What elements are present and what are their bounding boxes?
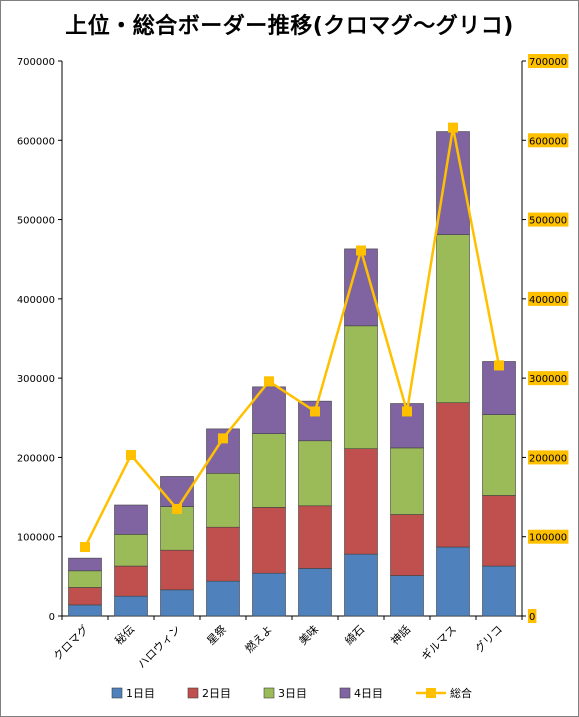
- y-tick-label-right: 400000: [529, 295, 567, 306]
- bar-segment: [298, 568, 332, 617]
- x-category-label: 燃えよ: [242, 622, 275, 655]
- bar-segment: [206, 580, 240, 617]
- y-tick-label-right-bg: [528, 609, 537, 623]
- line-marker: [264, 376, 274, 387]
- bar-segment: [436, 546, 470, 617]
- x-category-label: クロマグ: [50, 622, 91, 663]
- legend-label: 総合: [450, 686, 472, 700]
- legend-label: 4日目: [354, 687, 383, 700]
- y-tick-label-right: 0: [529, 612, 535, 623]
- bar-segment: [436, 402, 470, 548]
- y-tick-label-left: 400000: [17, 295, 55, 306]
- bar-segment: [114, 565, 148, 597]
- x-category-label: 星祭: [204, 623, 229, 648]
- bar-segment: [390, 514, 424, 576]
- legend-marker: [426, 688, 436, 698]
- bar-segment: [344, 325, 378, 450]
- y-tick-label-left: 100000: [17, 533, 55, 544]
- bar-segment: [206, 526, 240, 582]
- y-tick-label-right-bg: [528, 450, 569, 465]
- bar-segment: [252, 433, 286, 508]
- x-category-label: グリコ: [472, 622, 505, 655]
- x-category-label: 綺石: [342, 623, 367, 648]
- line-marker: [448, 122, 458, 133]
- y-tick-label-right: 300000: [529, 374, 567, 385]
- bar-segment: [68, 604, 102, 617]
- line-marker: [80, 542, 90, 553]
- y-tick-label-right-bg: [528, 529, 569, 544]
- y-tick-label-right: 100000: [529, 533, 567, 544]
- bar-segment: [436, 234, 470, 404]
- line-marker: [310, 406, 320, 417]
- bar-segment: [252, 507, 286, 574]
- bar-segment: [390, 447, 424, 515]
- y-tick-label-right: 500000: [529, 216, 567, 227]
- x-category-label: 神話: [388, 622, 413, 647]
- bar-segment: [114, 504, 148, 535]
- line-marker: [494, 360, 504, 371]
- x-category-label: ハロウィン: [135, 623, 183, 671]
- legend-label: 2日目: [202, 687, 231, 700]
- line-marker: [126, 450, 136, 461]
- y-tick-label-left: 700000: [17, 57, 55, 68]
- line-marker: [356, 245, 366, 256]
- y-tick-label-right-bg: [528, 371, 569, 386]
- bar-segment: [68, 557, 102, 572]
- bar-segment: [160, 549, 194, 591]
- y-tick-label-right: 700000: [529, 57, 567, 68]
- bar-segment: [298, 505, 332, 569]
- y-tick-label-left: 300000: [17, 374, 55, 385]
- y-tick-label-right: 600000: [529, 136, 567, 147]
- bar-segment: [344, 448, 378, 555]
- x-category-label: ギルマス: [419, 623, 459, 663]
- bar-segment: [114, 534, 148, 567]
- line-total: [83, 127, 501, 548]
- bar-segment: [482, 495, 516, 567]
- legend-label: 3日目: [278, 687, 307, 700]
- bar-segment: [252, 572, 286, 617]
- legend-swatch: [111, 687, 123, 699]
- chart-title: 上位・総合ボーダー推移(クロマグ〜グリコ): [65, 14, 514, 39]
- y-tick-label-right-bg: [528, 54, 569, 68]
- legend-swatch: [187, 687, 199, 699]
- bar-segment: [344, 553, 378, 617]
- y-tick-label-right-bg: [528, 291, 569, 306]
- y-tick-label-right-bg: [528, 212, 569, 227]
- bar-segment: [482, 565, 516, 617]
- bar-segment: [206, 472, 240, 528]
- bar-segment: [390, 575, 424, 617]
- y-tick-label-left: 500000: [17, 216, 55, 227]
- legend-swatch: [339, 687, 351, 699]
- legend-label: 1日目: [126, 687, 155, 700]
- bar-segment: [482, 414, 516, 496]
- y-tick-label-right-bg: [528, 133, 569, 148]
- y-tick-label-right: 200000: [529, 453, 567, 464]
- x-category-label: 秘伝: [112, 622, 137, 647]
- bar-segment: [68, 587, 102, 606]
- y-tick-label-left: 600000: [17, 136, 55, 147]
- y-tick-label-left: 0: [49, 612, 55, 623]
- bar-segment: [160, 589, 194, 617]
- bar-segment: [298, 440, 332, 507]
- line-marker: [218, 433, 228, 444]
- y-tick-label-left: 200000: [17, 453, 55, 464]
- x-category-label: 美味: [296, 623, 321, 648]
- line-marker: [172, 503, 182, 514]
- bar-segment: [114, 595, 148, 617]
- bar-segment: [68, 570, 102, 588]
- legend-swatch: [263, 687, 275, 699]
- line-marker: [402, 406, 412, 417]
